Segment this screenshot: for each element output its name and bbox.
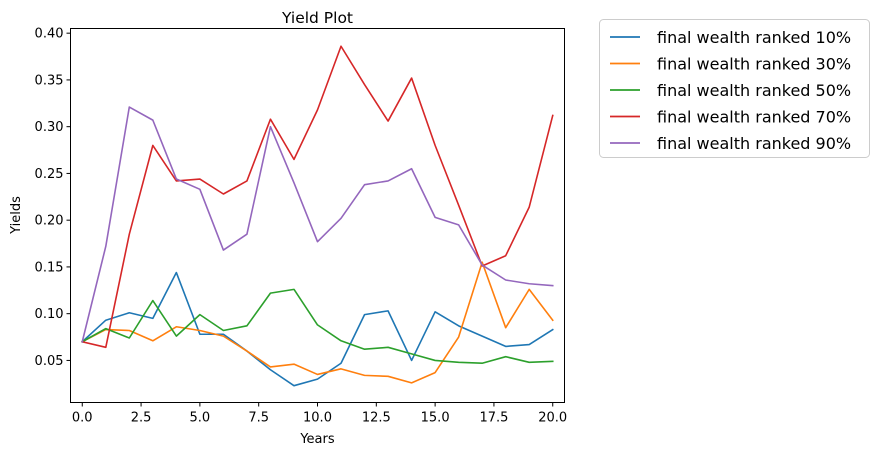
series-line-5 (81, 106, 554, 343)
x-tick-label: 7.5 (248, 411, 269, 426)
plot-area-frame (70, 28, 565, 403)
legend-label-1: final wealth ranked 10% (657, 28, 851, 47)
y-tick-label: 0.05 (35, 354, 64, 369)
legend-items: final wealth ranked 10% final wealth rank… (610, 28, 851, 153)
legend-label-2: final wealth ranked 30% (657, 55, 851, 74)
y-tick-label: 0.30 (35, 120, 64, 135)
x-tick-label: 15.0 (421, 411, 450, 426)
legend-label-3: final wealth ranked 50% (657, 81, 851, 100)
x-axis: 0.0 2.5 5.0 7.5 10.0 12.5 15.0 17.5 20.0 (72, 402, 567, 426)
y-tick-label: 0.10 (35, 307, 64, 322)
x-tick-label: 17.5 (479, 411, 508, 426)
y-tick-label: 0.40 (35, 27, 64, 42)
y-axis-title: Yields (9, 196, 24, 235)
legend-frame (599, 19, 870, 158)
series-line-4 (81, 45, 554, 349)
y-tick-label: 0.35 (35, 73, 64, 88)
x-axis-title: Years (299, 432, 335, 447)
x-tick-label: 2.5 (131, 411, 152, 426)
x-tick-label: 20.0 (538, 411, 567, 426)
x-tick-label: 0.0 (72, 411, 93, 426)
x-tick-label: 5.0 (190, 411, 211, 426)
legend-label-5: final wealth ranked 90% (657, 134, 851, 153)
x-tick-label: 12.5 (362, 411, 391, 426)
chart-legend: final wealth ranked 10% final wealth rank… (599, 19, 870, 158)
chart-title: Yield Plot (281, 9, 353, 27)
series-layer (81, 45, 554, 387)
series-line-1 (81, 271, 554, 387)
y-tick-label: 0.20 (35, 214, 64, 229)
legend-label-4: final wealth ranked 70% (657, 108, 851, 127)
x-tick-label: 10.0 (303, 411, 332, 426)
y-tick-label: 0.25 (35, 167, 64, 182)
y-axis: 0.05 0.10 0.15 0.20 0.25 0.30 0.35 0.40 (35, 27, 71, 369)
series-line-3 (81, 288, 554, 365)
series-line-2 (81, 261, 554, 384)
y-tick-label: 0.15 (35, 260, 64, 275)
